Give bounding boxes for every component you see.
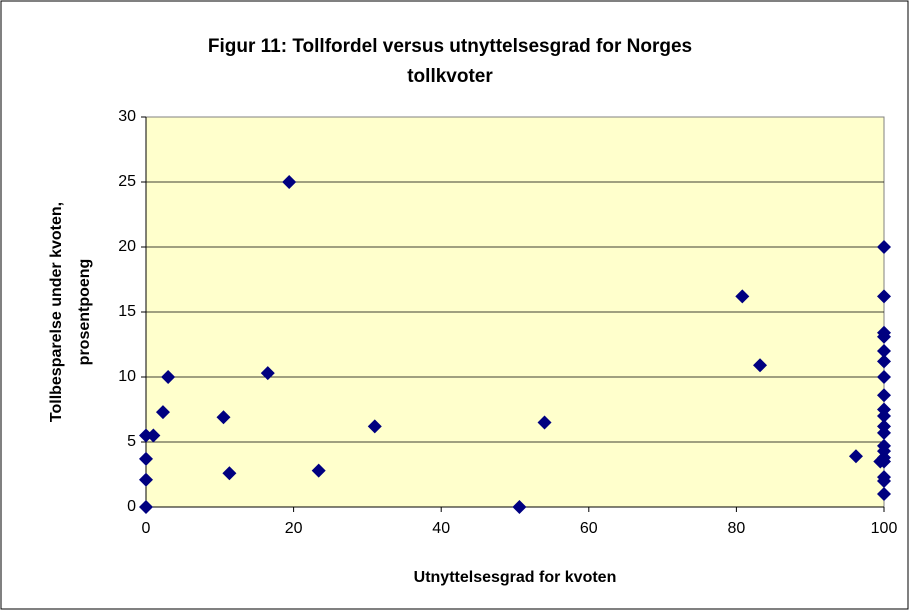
y-axis-label: Tollbesparelse under kvoten, prosentpoen… xyxy=(48,202,93,422)
y-tick-label: 5 xyxy=(127,433,136,450)
point xyxy=(877,425,891,440)
point xyxy=(735,289,750,304)
y-tick-label: 10 xyxy=(118,368,136,385)
point xyxy=(877,409,891,423)
x-tick-label: 20 xyxy=(285,520,303,537)
point xyxy=(282,175,297,189)
y-tick-label: 0 xyxy=(127,498,136,515)
point xyxy=(537,415,552,430)
y-tick-label: 30 xyxy=(118,108,136,125)
y-tick-label: 25 xyxy=(118,173,136,190)
y-tick-label: 15 xyxy=(118,303,136,320)
x-tick-label: 60 xyxy=(580,520,598,537)
point xyxy=(877,354,891,369)
point xyxy=(848,449,863,464)
chart-title: tollkvoter xyxy=(407,66,493,87)
y-axis-label-line: Tollbesparelse under kvoten, xyxy=(48,202,65,422)
point xyxy=(139,472,153,487)
x-tick-label: 100 xyxy=(871,520,898,537)
point xyxy=(311,463,326,478)
point xyxy=(139,500,153,514)
point xyxy=(877,240,891,254)
x-axis-label: Utnyttelsesgrad for kvoten xyxy=(414,569,617,586)
x-tick-label: 80 xyxy=(728,520,746,537)
point xyxy=(877,344,891,358)
y-tick-label: 20 xyxy=(118,238,136,255)
point xyxy=(877,370,891,384)
point xyxy=(877,454,891,469)
point xyxy=(216,410,231,425)
point xyxy=(877,487,891,501)
point xyxy=(139,451,153,466)
point xyxy=(877,289,891,304)
point xyxy=(161,370,176,384)
point xyxy=(222,466,237,481)
point xyxy=(155,405,170,420)
point xyxy=(877,329,891,344)
point xyxy=(260,366,275,381)
point xyxy=(139,428,153,443)
x-tick-label: 40 xyxy=(432,520,450,537)
point xyxy=(877,388,891,403)
point xyxy=(146,428,161,443)
chart-title: Figur 11: Tollfordel versus utnyttelsesg… xyxy=(208,36,692,57)
x-tick-label: 0 xyxy=(142,520,151,537)
point xyxy=(877,474,891,488)
y-axis-label-line: prosentpoeng xyxy=(76,259,93,366)
point xyxy=(512,500,527,514)
point xyxy=(367,419,382,434)
point xyxy=(753,358,768,373)
